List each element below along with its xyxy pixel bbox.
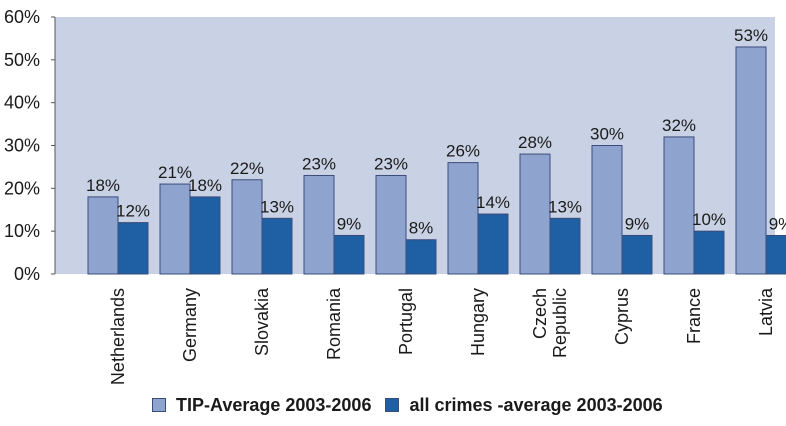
data-label-tip-cyprus: 30% [590, 125, 624, 144]
bar-all-crimes-germany [189, 196, 221, 275]
x-tick-label-portugal: Portugal [396, 288, 416, 355]
y-axis: 0% 10% 20% 30% 40% 50% 60% [4, 7, 56, 284]
bar-all-crimes-latvia [765, 234, 786, 275]
data-label-tip-slovakia: 22% [230, 159, 264, 178]
bar-tip-portugal [375, 174, 407, 275]
x-tick-label-france: France [684, 288, 704, 344]
data-label-tip-czech-republic: 28% [518, 133, 552, 152]
x-tick-label-latvia: Latvia [756, 287, 776, 336]
legend: TIP-Average 2003-2006 all crimes -averag… [152, 393, 663, 417]
y-tick-label: 30% [4, 136, 40, 156]
y-tick-label: 10% [4, 221, 40, 241]
bar-all-crimes-romania [333, 234, 365, 275]
legend-item-all-crimes: all crimes -average 2003-2006 [385, 394, 663, 416]
bar-tip-hungary [447, 162, 479, 275]
bar-labels-group: 18%12%21%18%22%13%23%9%23%8%26%14%28%13%… [86, 26, 786, 238]
bar-all-crimes-france [693, 230, 725, 275]
data-label-all-crimes-portugal: 8% [409, 219, 434, 238]
legend-swatch-all-crimes [385, 398, 400, 412]
legend-swatch-tip [152, 398, 166, 412]
x-tick-label-czech-republic: CzechRepublic [530, 288, 570, 358]
bar-tip-latvia [735, 46, 767, 275]
bar-tip-czech-republic [519, 153, 551, 275]
bar-all-crimes-slovakia [261, 217, 293, 275]
legend-item-tip: TIP-Average 2003-2006 [152, 395, 371, 416]
legend-label-tip: TIP-Average 2003-2006 [176, 394, 372, 415]
data-label-tip-france: 32% [662, 116, 696, 135]
bar-tip-slovakia [231, 179, 263, 275]
data-label-all-crimes-cyprus: 9% [625, 214, 650, 233]
y-tick-label: 40% [4, 93, 40, 113]
bar-tip-france [663, 136, 695, 275]
data-label-tip-portugal: 23% [374, 154, 408, 173]
y-tick-label: 60% [4, 7, 40, 27]
bar-tip-romania [303, 174, 335, 275]
data-label-all-crimes-slovakia: 13% [260, 197, 294, 216]
x-tick-label-netherlands: Netherlands [108, 288, 128, 385]
data-label-all-crimes-romania: 9% [337, 214, 362, 233]
data-label-tip-latvia: 53% [734, 26, 768, 45]
data-label-all-crimes-germany: 18% [188, 176, 222, 195]
bars-group [87, 46, 786, 275]
data-label-tip-germany: 21% [158, 163, 192, 182]
data-label-tip-netherlands: 18% [86, 176, 120, 195]
bar-tip-germany [159, 183, 191, 275]
bar-all-crimes-cyprus [621, 234, 653, 275]
data-label-tip-romania: 23% [302, 154, 336, 173]
x-tick-label-germany: Germany [180, 288, 200, 362]
y-tick-label: 20% [4, 178, 40, 198]
x-tick-label-romania: Romania [324, 287, 344, 360]
data-label-all-crimes-netherlands: 12% [116, 202, 150, 221]
data-label-all-crimes-latvia: 9% [769, 214, 786, 233]
data-label-all-crimes-czech-republic: 13% [548, 197, 582, 216]
legend-label-all-crimes: all crimes -average 2003-2006 [409, 394, 663, 415]
y-tick-label: 50% [4, 50, 40, 70]
bar-all-crimes-portugal [405, 239, 437, 275]
x-tick-label-slovakia: Slovakia [252, 287, 272, 356]
bar-all-crimes-czech-republic [549, 217, 581, 275]
data-label-tip-hungary: 26% [446, 142, 480, 161]
x-tick-label-hungary: Hungary [468, 288, 488, 356]
bar-tip-cyprus [591, 145, 623, 275]
x-tick-label-cyprus: Cyprus [612, 288, 632, 345]
bar-tip-netherlands [87, 196, 119, 275]
bar-all-crimes-netherlands [117, 222, 149, 275]
data-label-all-crimes-france: 10% [692, 210, 726, 229]
data-label-all-crimes-hungary: 14% [476, 193, 510, 212]
x-axis: Netherlands Germany Slovakia Romania Portuga… [108, 287, 776, 385]
y-tick-label: 0% [14, 264, 40, 284]
bar-all-crimes-hungary [477, 213, 509, 275]
